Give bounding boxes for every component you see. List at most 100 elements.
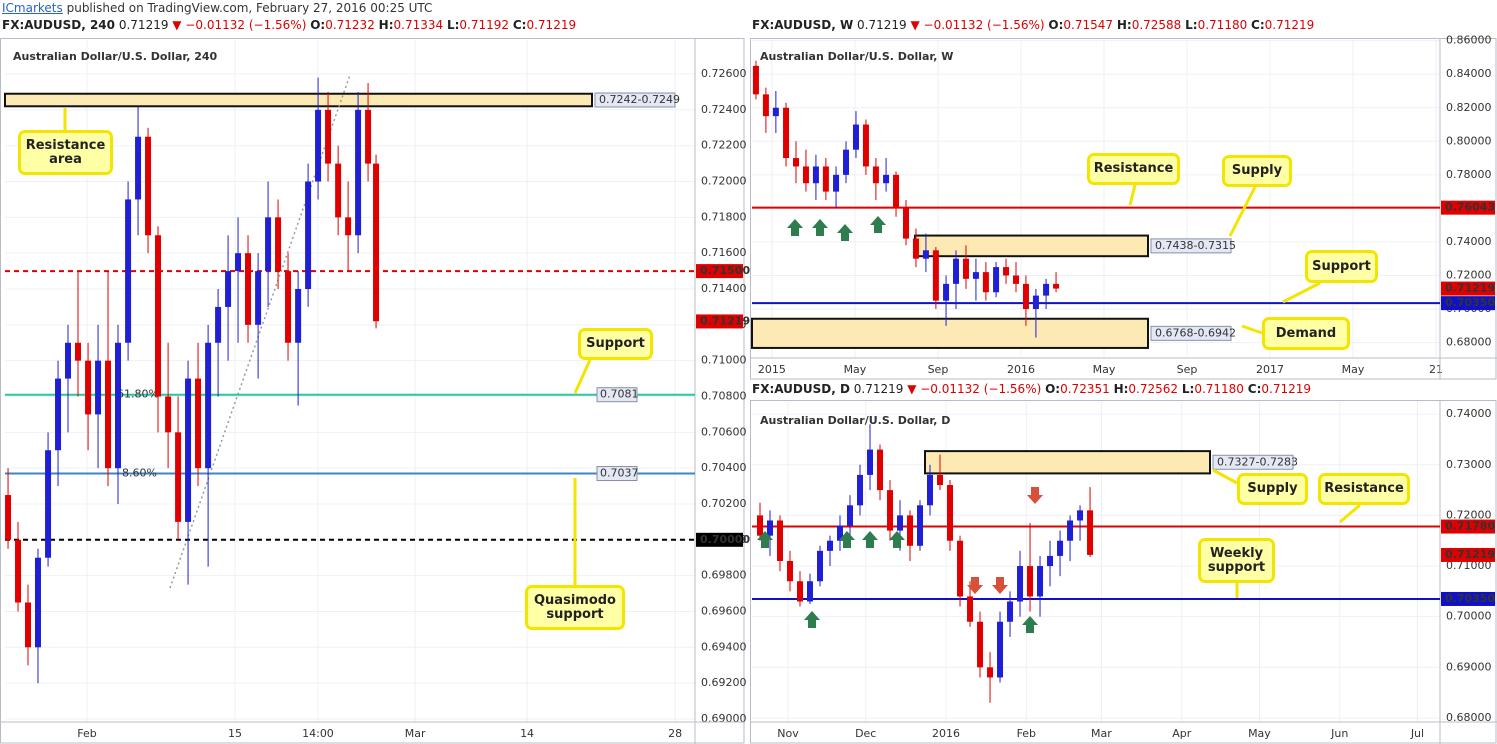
up-arrow	[839, 531, 855, 548]
x-tick-label: Mar	[1091, 727, 1112, 740]
y-tick-label: 0.78000	[1446, 168, 1492, 181]
y-tick-label: 0.69800	[701, 569, 747, 582]
candle-body	[1067, 520, 1074, 541]
callout-pointer	[1228, 186, 1257, 237]
candle-body	[165, 396, 172, 433]
candle-body	[45, 450, 52, 558]
candle-body	[836, 525, 843, 541]
candle-body	[1032, 295, 1039, 310]
y-tick-label: 0.70400	[701, 461, 747, 474]
candle-body	[1053, 283, 1060, 289]
x-tick-label: 2016	[1007, 363, 1035, 376]
ohlc-label: L:	[446, 18, 460, 32]
y-tick-label: 0.69200	[701, 676, 747, 689]
candle-body	[962, 258, 969, 279]
y-tick-label: 0.70000	[1446, 610, 1492, 623]
candle-body	[862, 124, 869, 167]
price-tag-label: 0.70350	[1445, 592, 1495, 605]
candle-body	[812, 166, 819, 184]
price-tag	[1441, 591, 1495, 606]
ohlc-value: 0.71219	[526, 18, 577, 32]
x-tick-label: 2016	[932, 727, 960, 740]
candle-body	[982, 272, 989, 293]
x-tick-label: May	[1093, 363, 1116, 376]
y-tick-label: 0.84000	[1446, 67, 1492, 80]
candle-body	[265, 217, 272, 272]
candle-body	[957, 540, 964, 597]
candle-body	[912, 238, 919, 259]
y-tick-label: 0.86000	[1446, 34, 1492, 47]
zone	[4, 92, 593, 108]
candle-body	[345, 217, 352, 236]
zone-label-box	[1150, 238, 1232, 254]
x-tick-label: 14	[520, 727, 534, 740]
change: ▼ −0.01132 (−1.56%)	[910, 18, 1045, 32]
y-tick-label: 0.71400	[701, 282, 747, 295]
candle-body	[15, 539, 22, 603]
y-tick-label: 0.72000	[701, 175, 747, 188]
price-tag-label: 0.70000	[700, 533, 750, 546]
candle-body	[145, 136, 152, 236]
candle-body	[937, 474, 944, 486]
zone-label: 0.7327-0.7283	[1217, 455, 1298, 468]
candle-body	[872, 166, 879, 184]
x-tick-label: Mar	[405, 727, 426, 740]
brand[interactable]: ICmarkets	[2, 1, 63, 15]
last: 0.71219	[857, 18, 907, 32]
candle-body	[767, 520, 774, 536]
candle-body	[822, 166, 829, 192]
callout: Supply	[1237, 473, 1308, 505]
x-tick-label: 15	[228, 727, 242, 740]
callout: Resistance	[1087, 153, 1180, 185]
candle-body	[1003, 267, 1010, 276]
y-tick-label: 0.70800	[701, 389, 747, 402]
ohlc-label: L:	[1181, 382, 1195, 396]
candle-body	[85, 360, 92, 415]
down-arrow	[1027, 487, 1043, 504]
y-tick-label: 0.72000	[1446, 268, 1492, 281]
ohlc-label: O:	[1048, 18, 1064, 32]
x-tick-label: Jul	[1410, 727, 1424, 740]
candle-body	[255, 271, 262, 325]
zone	[751, 317, 1149, 349]
x-tick-label: Feb	[77, 727, 96, 740]
x-tick-label: May	[844, 363, 867, 376]
callout: Quasimodo support	[525, 585, 625, 630]
price-tag	[696, 532, 743, 547]
ohlc-value: 0.71334	[393, 18, 444, 32]
candle-body	[175, 432, 182, 522]
candle-body	[105, 360, 112, 469]
candle-body	[877, 449, 884, 491]
candle-body	[34, 557, 41, 648]
x-tick-label: Sep	[928, 363, 949, 376]
price-tag	[1441, 200, 1495, 215]
x-tick-label: May	[1248, 727, 1271, 740]
candle-body	[1037, 566, 1044, 597]
trend-line	[169, 74, 351, 589]
zone-label-box	[1212, 454, 1294, 470]
candle-body	[802, 166, 809, 184]
symbol: FX:AUDUSD, 240	[2, 18, 116, 32]
candle-body	[185, 378, 192, 522]
y-tick-label: 0.69000	[701, 712, 747, 725]
level-label-box	[596, 466, 638, 482]
candle-body	[315, 109, 322, 182]
zone-label: 0.6768-0.6942	[1155, 326, 1236, 339]
candle-body	[887, 490, 894, 531]
callout-pointer	[1241, 324, 1263, 335]
y-tick-label: 0.71000	[1446, 559, 1492, 572]
callout: Support	[578, 328, 653, 360]
ohlc-label: O:	[1045, 382, 1061, 396]
candle-body	[373, 163, 380, 322]
ohlc-label: H:	[378, 18, 394, 32]
zone-label: 0.7242-0.7249	[599, 93, 680, 106]
candle-body	[355, 109, 362, 236]
up-arrow	[870, 216, 886, 233]
candle-body	[125, 199, 132, 343]
price-tag-label: 0.71500	[700, 264, 750, 277]
candle-body	[772, 107, 779, 117]
candle-body	[977, 621, 984, 668]
y-tick-label: 0.71800	[701, 210, 747, 223]
candle-body	[972, 272, 979, 279]
ohlc-label: H:	[1116, 18, 1132, 32]
